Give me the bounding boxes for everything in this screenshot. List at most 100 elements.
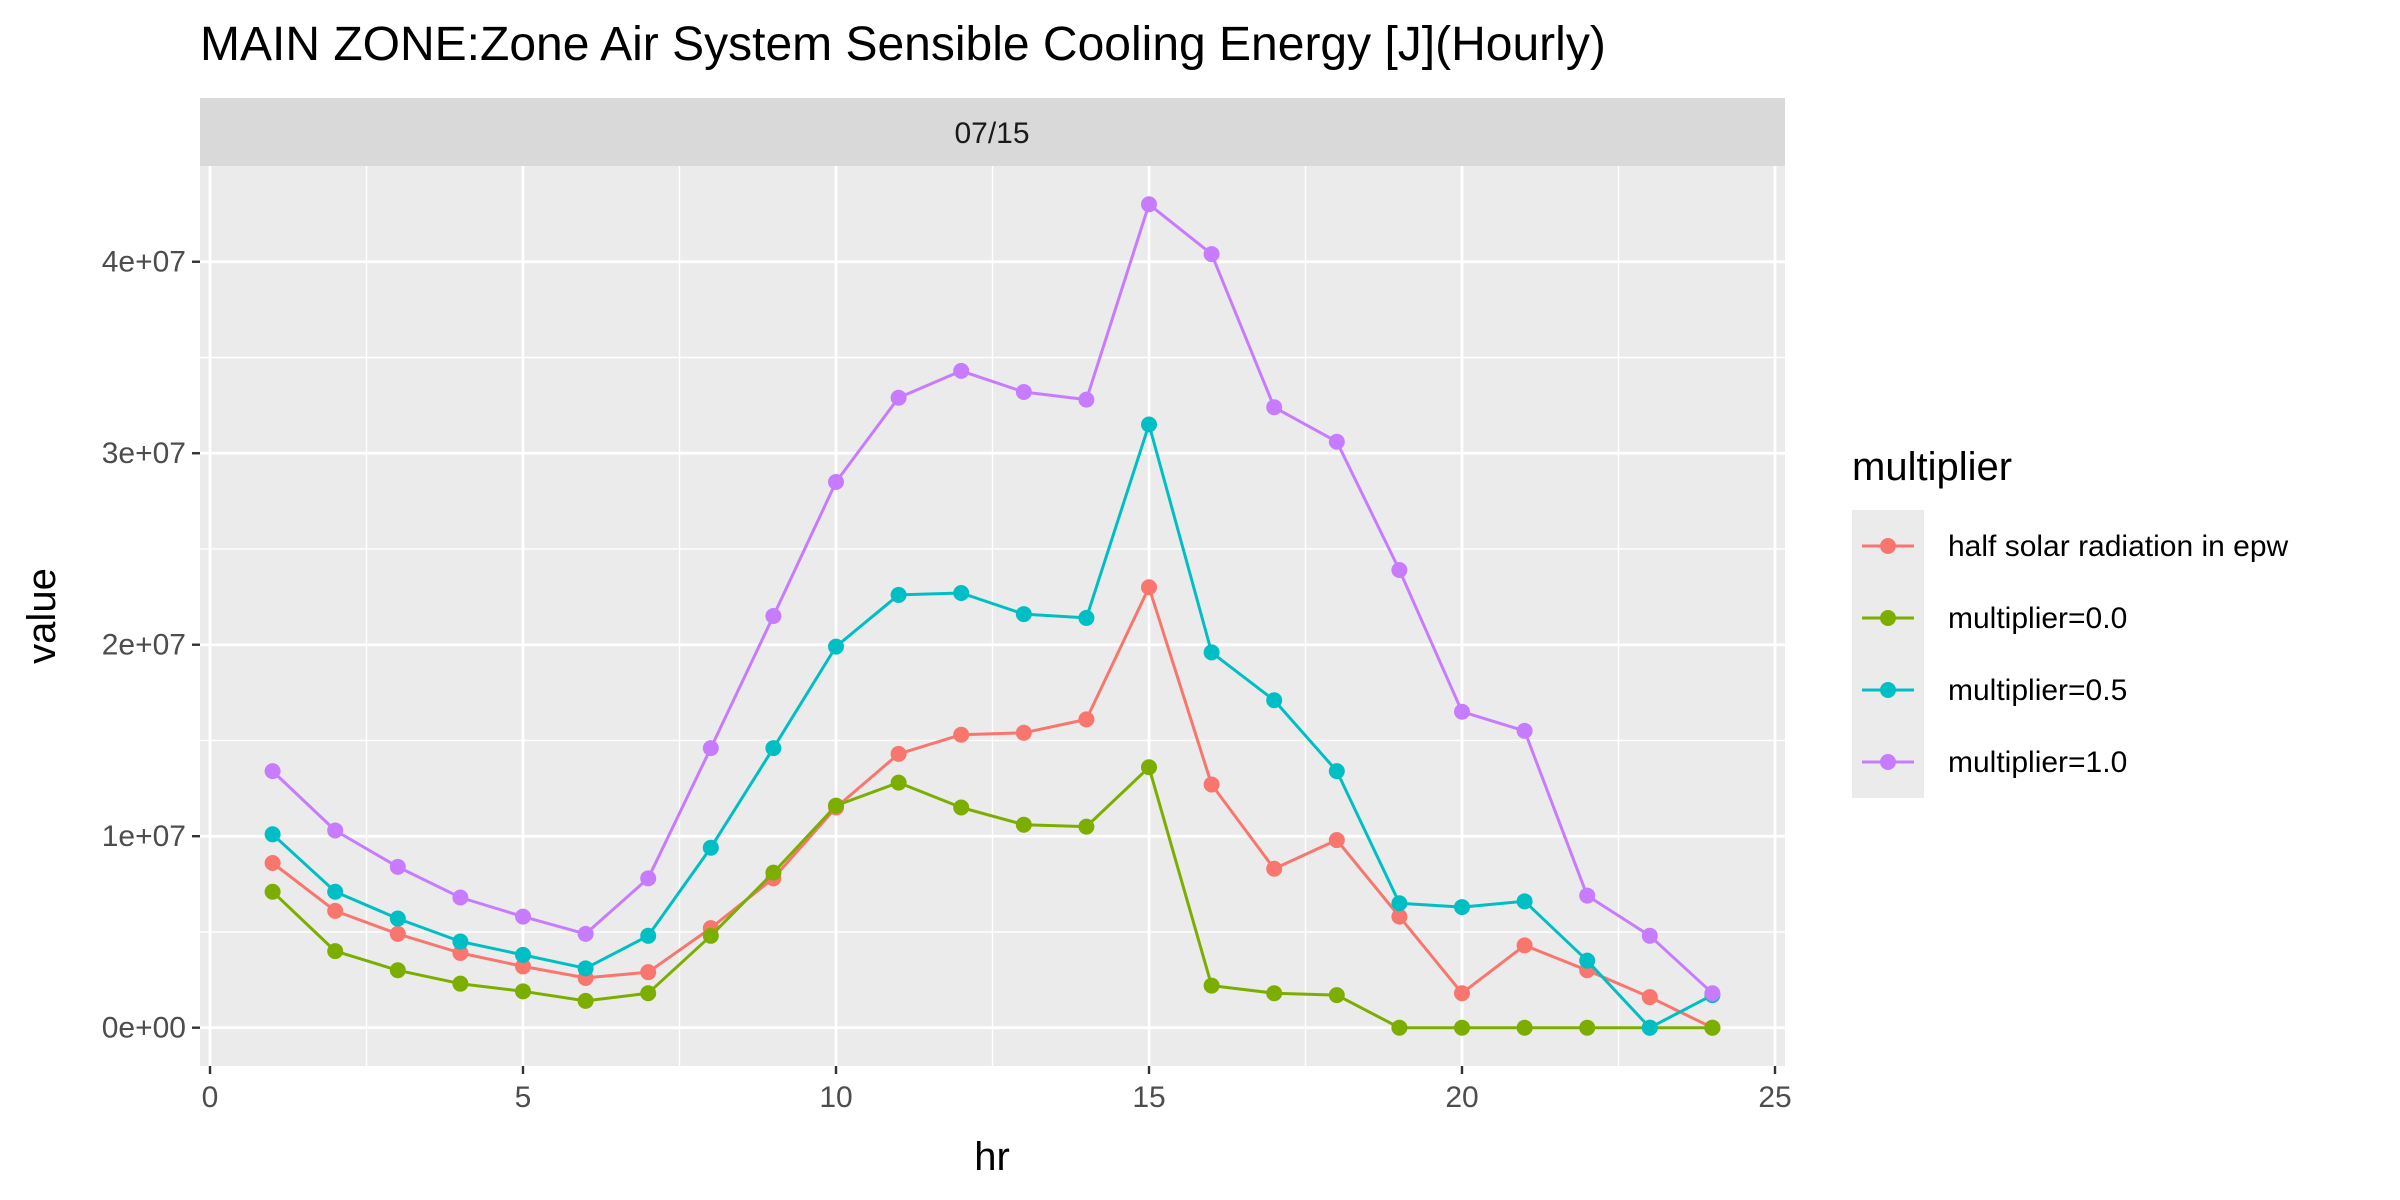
series-layer: [264, 196, 1721, 1036]
x-tick-label: 25: [1758, 1081, 1791, 1114]
data-point: [515, 983, 531, 1000]
y-axis-title: value: [20, 568, 64, 664]
data-point: [1078, 818, 1095, 835]
grid-minor: [200, 166, 1785, 1066]
x-tick-label: 20: [1445, 1081, 1478, 1114]
data-point: [1516, 937, 1533, 954]
data-point: [953, 362, 970, 379]
legend-item: multiplier=0.0: [1862, 602, 2127, 635]
facet-strip-label: 07/15: [954, 117, 1029, 150]
data-point: [1328, 832, 1345, 849]
data-point: [1391, 562, 1408, 579]
data-point: [1454, 703, 1470, 720]
data-point: [264, 855, 281, 872]
legend-label: half solar radiation in epw: [1948, 530, 2289, 563]
y-tick-label: 2e+07: [102, 629, 186, 662]
data-point: [1641, 927, 1658, 944]
data-point: [389, 925, 406, 942]
legend-key-point: [1880, 610, 1896, 626]
data-point: [1328, 763, 1345, 780]
data-point: [577, 960, 594, 977]
data-point: [1704, 1019, 1721, 1036]
legend-key-point: [1880, 754, 1896, 770]
y-axis: 0e+00 1e+07 2e+07 3e+07 4e+07: [102, 246, 200, 1045]
data-point: [264, 826, 281, 843]
data-point: [953, 799, 970, 816]
data-point: [765, 608, 782, 624]
data-point: [1516, 893, 1533, 910]
x-tick-label: 5: [515, 1081, 532, 1114]
legend: multiplier half solar radiation in epw mu…: [1852, 445, 2289, 798]
y-tick-label: 3e+07: [102, 437, 186, 470]
legend-key-point: [1880, 538, 1896, 554]
data-point: [1391, 1019, 1408, 1036]
data-point: [264, 883, 281, 900]
legend-item: multiplier=0.5: [1862, 674, 2127, 707]
data-point: [1015, 383, 1032, 400]
data-point: [702, 839, 719, 856]
series-multiplier-0-0: [264, 759, 1721, 1036]
data-point: [1203, 246, 1220, 263]
data-point: [515, 946, 531, 963]
data-point: [1328, 433, 1345, 450]
data-point: [1203, 644, 1220, 661]
data-point: [1454, 899, 1470, 916]
x-axis: 0 5 10 15 20 25: [202, 1066, 1792, 1114]
data-point: [1141, 196, 1157, 213]
y-tick-label: 1e+07: [102, 820, 186, 853]
data-point: [1203, 776, 1220, 793]
data-point: [890, 389, 907, 406]
y-tick-label: 4e+07: [102, 246, 186, 279]
data-point: [327, 822, 344, 839]
data-point: [640, 964, 657, 981]
data-point: [1266, 860, 1283, 877]
data-point: [1516, 722, 1533, 739]
x-tick-label: 0: [202, 1081, 219, 1114]
data-point: [452, 889, 469, 906]
data-point: [890, 586, 907, 603]
chart-title: MAIN ZONE:Zone Air System Sensible Cooli…: [200, 18, 1606, 71]
data-point: [1078, 391, 1095, 408]
data-point: [1454, 985, 1470, 1002]
data-point: [1579, 887, 1596, 904]
data-point: [1391, 895, 1408, 912]
legend-item: multiplier=1.0: [1862, 746, 2127, 779]
data-point: [1516, 1019, 1533, 1036]
x-axis-title: hr: [974, 1135, 1010, 1179]
data-point: [1141, 759, 1157, 776]
data-point: [577, 992, 594, 1009]
data-point: [327, 883, 344, 900]
data-point: [702, 740, 719, 757]
data-point: [1015, 724, 1032, 741]
data-point: [765, 864, 782, 881]
data-point: [1328, 987, 1345, 1004]
data-point: [1015, 606, 1032, 623]
data-point: [953, 585, 970, 602]
data-point: [1641, 1019, 1658, 1036]
data-point: [515, 908, 531, 925]
series-line: [271, 202, 1714, 995]
legend-key-background: [1852, 510, 1924, 798]
data-point: [1078, 711, 1095, 728]
data-point: [1141, 416, 1157, 433]
data-point: [452, 945, 469, 962]
x-tick-label: 10: [819, 1081, 852, 1114]
series-line: [271, 423, 1714, 1030]
data-point: [1141, 579, 1157, 596]
data-point: [1203, 977, 1220, 994]
data-point: [828, 638, 844, 655]
data-point: [1579, 1019, 1596, 1036]
data-point: [327, 943, 344, 960]
facet-strip: [200, 98, 1785, 166]
data-point: [640, 927, 657, 944]
data-point: [1579, 952, 1596, 969]
series-multiplier-1-0: [264, 196, 1721, 1002]
legend-item: half solar radiation in epw: [1862, 530, 2289, 563]
data-point: [1266, 692, 1283, 709]
legend-key-point: [1880, 682, 1896, 698]
data-point: [452, 975, 469, 992]
data-point: [828, 473, 844, 490]
data-point: [1454, 1019, 1470, 1036]
data-point: [389, 858, 406, 875]
